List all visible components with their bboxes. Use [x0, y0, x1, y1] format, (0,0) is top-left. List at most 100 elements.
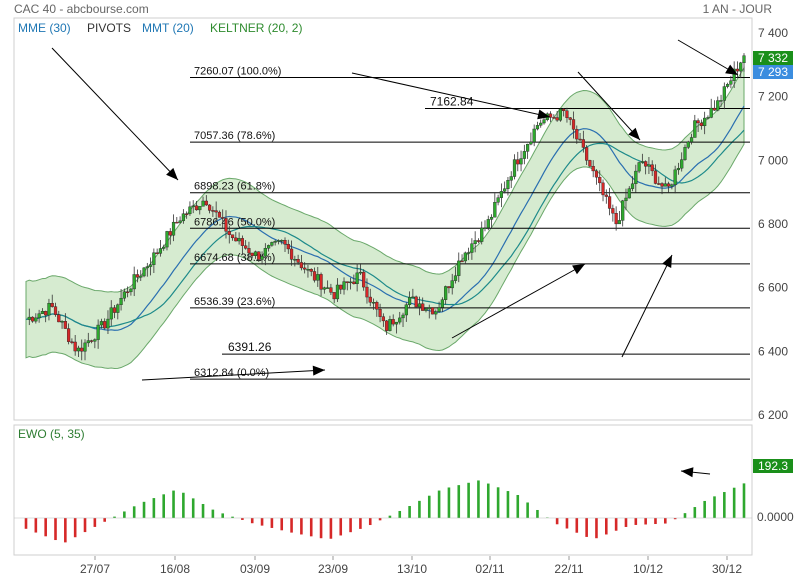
ewo-bar [614, 518, 618, 531]
candle-body [339, 284, 343, 290]
candle-body [467, 252, 471, 254]
candle-body [683, 147, 687, 160]
candle-body [60, 321, 64, 323]
candle-body [263, 247, 267, 257]
candle-body [303, 267, 307, 270]
ewo-bar [250, 518, 254, 524]
candle-body [581, 139, 585, 148]
support-label: 6391.26 [228, 340, 272, 354]
candle-body [47, 303, 51, 316]
arrow-head [572, 264, 585, 275]
candle-body [73, 341, 77, 352]
candle-body [542, 119, 546, 124]
ewo-bar [664, 518, 667, 524]
candle-body [260, 255, 264, 260]
candle-body [398, 317, 402, 323]
candle-body [96, 324, 100, 340]
candle-body [214, 210, 218, 213]
candle-body [680, 159, 684, 169]
legend-pivots: PIVOTS [87, 21, 132, 35]
candle-body [126, 291, 130, 293]
ewo-bar [408, 506, 411, 518]
ewo-bar [309, 518, 313, 537]
candle-body [450, 280, 454, 289]
candle-body [198, 206, 202, 211]
candle-body [414, 296, 418, 308]
arrow-shaft [577, 71, 641, 141]
candle-body [63, 321, 67, 329]
arrow-head [166, 167, 178, 180]
ewo-bar [221, 513, 225, 518]
ewo-bar [437, 490, 441, 518]
ewo-bar [359, 518, 362, 529]
ewo-bar [191, 498, 195, 518]
candle-body [332, 292, 336, 300]
candle-body [201, 200, 205, 207]
candle-body [650, 164, 654, 172]
candle-body [152, 252, 156, 265]
candle-body [575, 129, 579, 140]
ewo-bar [644, 518, 647, 525]
candle-body [735, 68, 740, 72]
candle-body [552, 117, 556, 119]
candle-body [145, 266, 149, 269]
candle-body [289, 248, 294, 260]
candle-body [139, 275, 143, 278]
candle-body [306, 269, 310, 271]
moving-average-badge: 7 293 [753, 65, 793, 79]
y-tick-label: 7 200 [758, 90, 788, 104]
arrow-head [537, 109, 550, 120]
ewo-bar [378, 518, 382, 521]
ewo-bar [231, 516, 234, 518]
candle-body [171, 221, 176, 236]
candle-body [601, 182, 605, 196]
ewo-bar [585, 518, 588, 537]
candle-body [371, 301, 376, 304]
ewo-bar [516, 494, 520, 518]
candle-body [440, 299, 444, 308]
ewo-bar [270, 518, 274, 528]
legend-keltner: KELTNER (20, 2) [210, 21, 303, 35]
ewo-bar [93, 518, 97, 527]
candle-body [722, 86, 726, 101]
candle-body [486, 219, 490, 229]
ewo-bar [732, 487, 736, 518]
candle-body [670, 184, 674, 187]
candle-body [686, 141, 690, 148]
candle-body [489, 216, 494, 220]
arrow-head [312, 365, 325, 376]
candle-body [493, 202, 497, 218]
y-tick-label: 7 400 [758, 26, 788, 40]
x-tick-label: 02/11 [475, 562, 504, 576]
candle-body [142, 267, 146, 277]
ewo-bar [349, 518, 352, 533]
candle-body [742, 55, 746, 64]
candle-body [352, 281, 356, 285]
ewo-bar [457, 485, 461, 518]
candle-body [368, 296, 372, 303]
candle-body [558, 108, 563, 121]
mmt-20-line [25, 105, 745, 331]
ewo-bar [605, 518, 608, 535]
candle-body [37, 313, 41, 319]
candle-body [273, 241, 277, 243]
ewo-bar [565, 518, 569, 529]
candle-body [653, 170, 658, 184]
candle-body [106, 318, 110, 329]
candle-body [175, 221, 179, 224]
ewo-bar [398, 510, 402, 518]
ewo-bar [280, 518, 284, 531]
annotation-arrows [51, 39, 739, 478]
candle-body [178, 220, 182, 223]
ewo-bar [172, 490, 175, 518]
candle-body [378, 309, 382, 317]
ewo-bar [703, 500, 706, 518]
arrow-head [628, 127, 640, 140]
candle-body [57, 314, 61, 323]
ewo-bar [339, 518, 343, 536]
ewo-bar [683, 513, 687, 518]
ewo-bar [64, 518, 67, 543]
candle-body [483, 227, 487, 230]
candle-body [585, 147, 589, 161]
candle-body [391, 319, 395, 325]
